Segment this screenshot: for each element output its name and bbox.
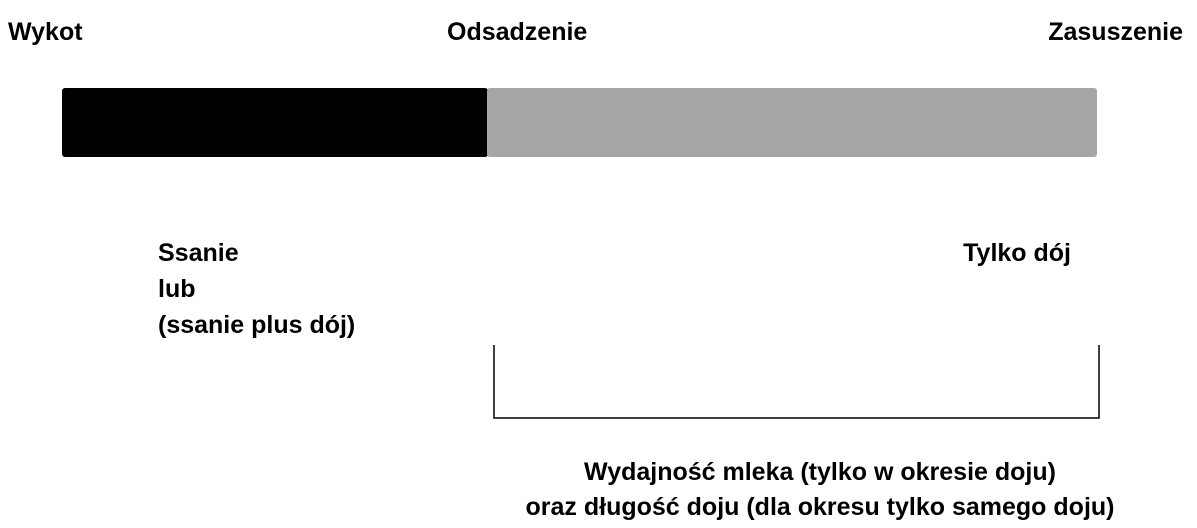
suckling-bar — [62, 88, 488, 157]
phase-label: lub — [158, 275, 196, 303]
milking-bar — [487, 88, 1097, 157]
phase-label: Ssanie — [158, 239, 239, 267]
phase-label: (ssanie plus dój) — [158, 311, 356, 339]
stage-label: Zasuszenie — [1048, 18, 1183, 46]
stage-label: Odsadzenie — [447, 18, 588, 46]
note-line: oraz długość doju (dla okresu tylko same… — [525, 493, 1115, 521]
bracket — [493, 345, 1100, 419]
note-line: Wydajność mleka (tylko w okresie doju) — [584, 458, 1056, 486]
phase-label: Tylko dój — [963, 239, 1071, 267]
stage-label: Wykot — [8, 18, 83, 46]
